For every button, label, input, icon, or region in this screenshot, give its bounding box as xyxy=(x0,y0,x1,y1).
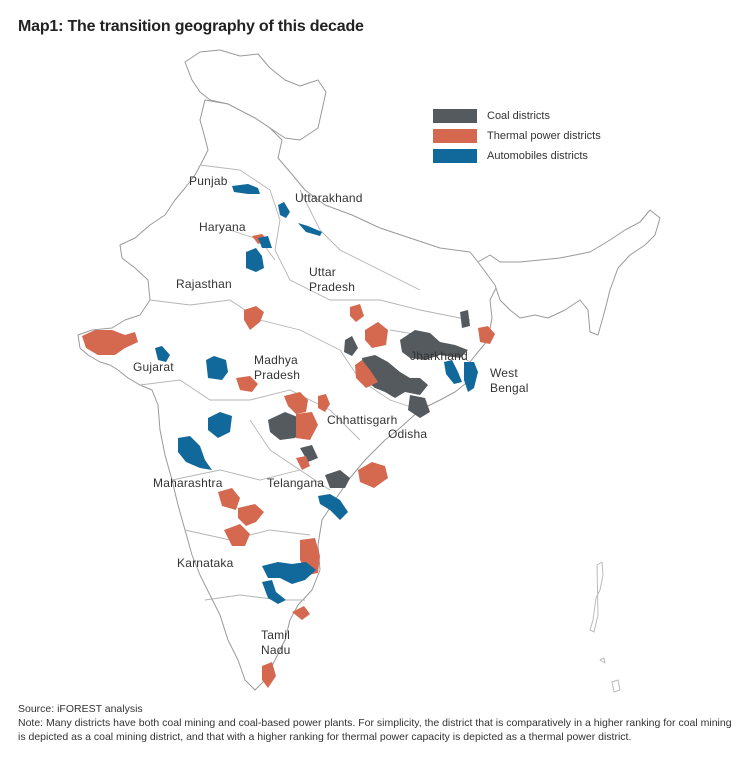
label-uttarakhand: Uttarakhand xyxy=(295,191,363,205)
automobiles-swatch xyxy=(433,149,477,163)
legend-item-thermal: Thermal power districts xyxy=(433,126,601,146)
label-maharashtra: Maharashtra xyxy=(153,476,223,490)
coal-districts xyxy=(268,310,470,488)
map-footer: Source: iFOREST analysis Note: Many dist… xyxy=(18,702,738,744)
map-legend: Coal districts Thermal power districts A… xyxy=(433,106,601,166)
note-text: Note: Many districts have both coal mini… xyxy=(18,717,732,743)
label-madhya-pradesh-1: Madhya xyxy=(254,353,298,367)
legend-label-thermal: Thermal power districts xyxy=(487,130,601,142)
label-odisha: Odisha xyxy=(388,427,428,441)
label-chhattisgarh: Chhattisgarh xyxy=(327,413,398,427)
label-haryana: Haryana xyxy=(199,220,246,234)
label-uttar-pradesh-1: Uttar xyxy=(309,265,337,279)
label-tamil-nadu-1: Tamil xyxy=(261,628,291,642)
source-text: Source: iFOREST analysis xyxy=(18,703,143,715)
label-west-bengal-2: Bengal xyxy=(490,381,529,395)
map-title: Map1: The transition geography of this d… xyxy=(18,18,364,35)
label-tamil-nadu-2: Nadu xyxy=(261,643,291,657)
label-karnataka: Karnataka xyxy=(177,556,234,570)
legend-item-automobiles: Automobiles districts xyxy=(433,146,601,166)
india-district-map xyxy=(77,49,661,693)
label-punjab: Punjab xyxy=(189,174,228,188)
thermal-districts xyxy=(82,234,495,688)
legend-item-coal: Coal districts xyxy=(433,106,601,126)
label-gujarat: Gujarat xyxy=(133,360,174,374)
coal-swatch xyxy=(433,109,477,123)
label-rajasthan: Rajasthan xyxy=(176,277,232,291)
label-west-bengal-1: West xyxy=(490,366,518,380)
label-telangana: Telangana xyxy=(267,476,325,490)
legend-label-automobiles: Automobiles districts xyxy=(487,150,588,162)
legend-label-coal: Coal districts xyxy=(487,110,550,122)
label-madhya-pradesh-2: Pradesh xyxy=(254,368,301,382)
label-jharkhand: Jharkhand xyxy=(410,349,468,363)
automobile-districts xyxy=(155,184,478,604)
thermal-swatch xyxy=(433,129,477,143)
label-uttar-pradesh-2: Pradesh xyxy=(309,280,356,294)
